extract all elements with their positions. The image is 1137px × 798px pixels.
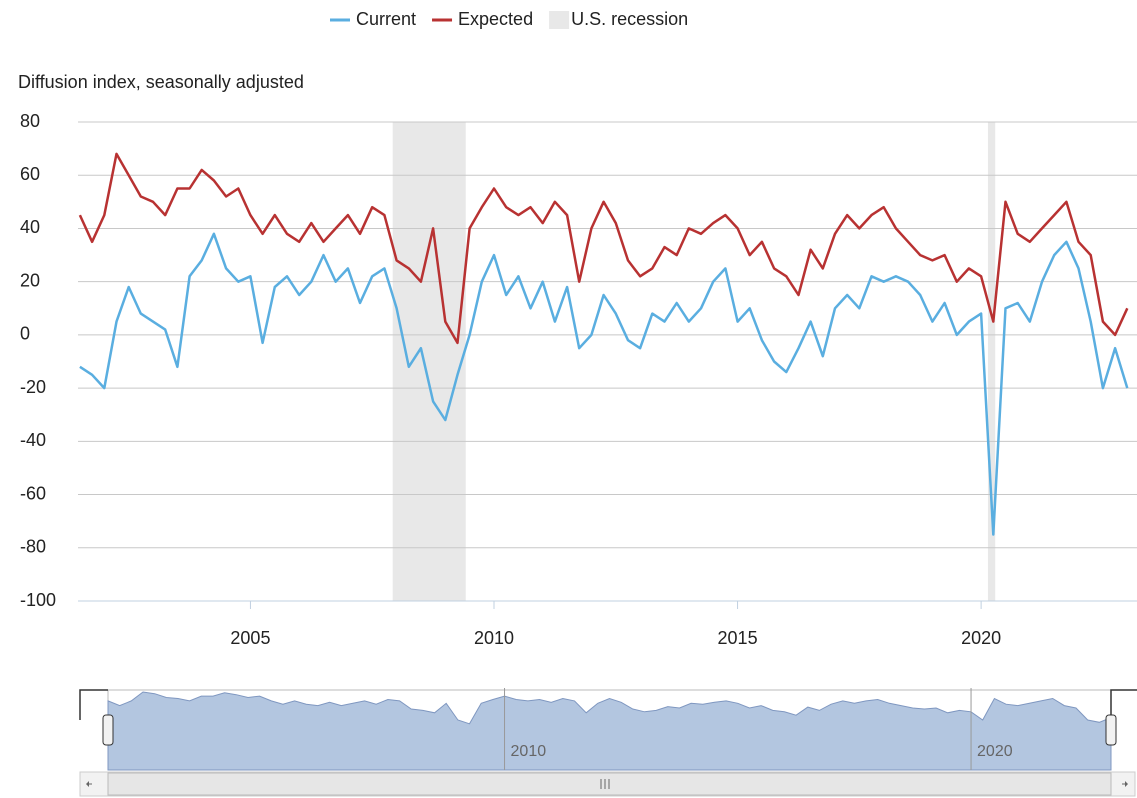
scrollbar-grip: [87, 779, 1127, 789]
navigator-tick-label: 2020: [977, 743, 1013, 760]
y-axis-label: Diffusion index, seasonally adjusted: [18, 72, 304, 92]
navigator-area: [107, 691, 1112, 771]
y-tick-label: -20: [20, 377, 46, 397]
navigator[interactable]: 2010 2020: [79, 688, 1137, 797]
navigator-handle[interactable]: [1105, 714, 1117, 746]
recession-band: [392, 122, 466, 601]
navigator-handle[interactable]: [102, 714, 114, 746]
recession-band: [987, 122, 996, 601]
legend: Current Expected U.S. recession: [330, 9, 688, 29]
legend-label: U.S. recession: [571, 9, 688, 29]
legend-label: Expected: [458, 9, 533, 29]
series-line: [78, 152, 1129, 345]
y-tick-label: 0: [20, 324, 30, 344]
x-tick-label: 2005: [230, 628, 270, 648]
legend-label: Current: [356, 9, 416, 29]
y-tick-label: 20: [20, 270, 40, 290]
x-tick-label: 2015: [718, 628, 758, 648]
y-tick-label: -40: [20, 430, 46, 450]
y-tick-label: -80: [20, 537, 46, 557]
y-tick-label: -60: [20, 483, 46, 503]
legend-swatch: [549, 11, 570, 29]
y-tick-label: -100: [20, 590, 56, 610]
x-tick-label: 2020: [961, 628, 1001, 648]
y-tick-label: 60: [20, 164, 40, 184]
y-tick-label: 40: [20, 217, 40, 237]
navigator-tick-label: 2010: [511, 743, 547, 760]
plot-area: [78, 121, 1137, 602]
series-line: [79, 232, 1129, 536]
navigator-outline: [79, 689, 1137, 720]
x-tick-label: 2010: [474, 628, 514, 648]
y-tick-label: 80: [20, 111, 40, 131]
